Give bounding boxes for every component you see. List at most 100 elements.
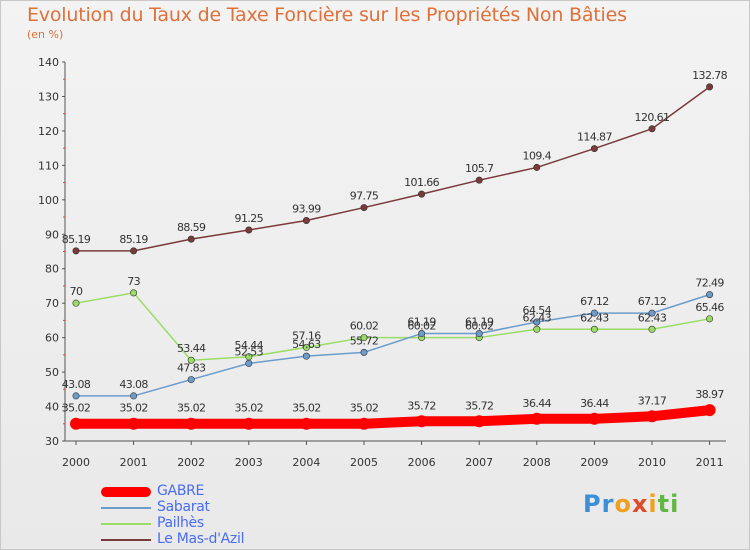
y-tick-label: 140: [38, 56, 59, 69]
series-line-le-mas-d-azil: [75, 86, 711, 252]
data-point-le-mas-d-azil: [706, 83, 714, 91]
data-point-sabarat: [418, 330, 426, 338]
data-label-sabarat: 67.12: [638, 295, 667, 308]
data-label-pailh-s: 57.16: [292, 329, 321, 342]
data-label-le-mas-d-azil: 105.7: [465, 162, 494, 175]
series-line-gabre: [71, 405, 715, 429]
data-point-sabarat: [475, 330, 483, 338]
data-label-sabarat: 43.08: [62, 378, 91, 391]
x-tick-label: 2010: [638, 456, 666, 469]
data-label-sabarat: 61.19: [407, 316, 436, 329]
proxiti-logo: Proxiti: [583, 490, 679, 518]
data-point-pailh-s: [706, 315, 714, 323]
legend-label: Sabarat: [157, 499, 210, 515]
data-point-le-mas-d-azil: [418, 190, 426, 198]
data-label-sabarat: 67.12: [580, 295, 609, 308]
x-tick-label: 2005: [350, 456, 378, 469]
data-point-pailh-s: [302, 343, 310, 351]
legend-item: Sabarat: [101, 499, 301, 516]
data-label-le-mas-d-azil: 85.19: [62, 233, 91, 246]
data-point-gabre: [70, 417, 82, 430]
x-tick-label: 2007: [465, 456, 493, 469]
data-label-le-mas-d-azil: 120.61: [635, 111, 670, 124]
data-label-le-mas-d-azil: 88.59: [177, 221, 206, 234]
data-labels: 85.19 85.19 88.59 91.25 93.99 97.75 101.66 105.…: [62, 69, 728, 415]
data-label-pailh-s: 73: [127, 275, 140, 288]
data-point-le-mas-d-azil: [475, 176, 483, 184]
data-point-le-mas-d-azil: [245, 226, 253, 234]
legend-swatch: [101, 507, 151, 509]
data-point-gabre: [703, 404, 716, 417]
data-point-le-mas-d-azil: [187, 235, 195, 243]
data-label-pailh-s: 62.43: [638, 311, 667, 324]
data-label-sabarat: 47.83: [177, 362, 206, 375]
data-label-gabre: 35.02: [350, 402, 379, 415]
data-point-le-mas-d-azil: [533, 163, 541, 171]
data-point-le-mas-d-azil: [360, 204, 368, 212]
y-tick-label: 90: [45, 228, 59, 241]
legend-swatch: [101, 523, 151, 525]
data-point-le-mas-d-azil: [590, 145, 598, 153]
y-tick-label: 130: [38, 90, 59, 103]
y-tick-label: 30: [45, 435, 59, 448]
data-label-gabre: 35.02: [62, 402, 91, 415]
data-point-gabre: [415, 415, 428, 428]
series-line-pailh-s: [75, 292, 711, 361]
data-point-gabre: [242, 417, 255, 430]
data-point-sabarat: [130, 392, 138, 400]
x-tick-label: 2008: [523, 456, 551, 469]
data-label-le-mas-d-azil: 109.4: [523, 149, 552, 162]
y-tick-label: 70: [45, 297, 59, 310]
axes: 30 40 50 60 70 80 90 100 110 120 130 140 2000 2001 200…: [38, 56, 726, 469]
data-label-gabre: 35.02: [235, 402, 264, 415]
data-label-pailh-s: 54.44: [235, 339, 264, 352]
y-tick-label: 80: [45, 263, 59, 276]
data-label-le-mas-d-azil: 97.75: [350, 190, 379, 203]
data-point-gabre: [530, 412, 543, 425]
data-point-pailh-s: [648, 325, 656, 333]
data-label-gabre: 35.02: [119, 402, 148, 415]
chart-subtitle: (en %): [27, 28, 64, 41]
data-point-sabarat: [590, 309, 598, 317]
y-tick-label: 100: [38, 194, 59, 207]
legend-swatch: [101, 487, 151, 497]
data-label-sabarat: 52.53: [235, 345, 264, 358]
legend-label: GABRE: [157, 483, 205, 499]
data-point-gabre: [588, 412, 601, 425]
legend-swatch: [101, 539, 151, 541]
data-point-gabre: [300, 417, 313, 430]
data-point-sabarat: [245, 359, 253, 367]
series-line-sabarat: [75, 293, 711, 397]
logo-letter: i: [670, 490, 680, 518]
data-label-gabre: 36.44: [580, 397, 609, 410]
legend-item: Le Mas-d'Azil: [101, 531, 301, 548]
legend-item: Pailhès: [101, 515, 301, 532]
data-point-pailh-s: [360, 334, 368, 342]
data-label-le-mas-d-azil: 93.99: [292, 203, 321, 216]
data-label-gabre: 35.02: [177, 402, 206, 415]
data-point-le-mas-d-azil: [72, 247, 80, 255]
data-label-le-mas-d-azil: 101.66: [404, 176, 439, 189]
data-point-gabre: [358, 417, 370, 430]
logo-letter: x: [631, 490, 649, 518]
x-tick-label: 2009: [580, 456, 608, 469]
x-tick-label: 2000: [62, 456, 90, 469]
logo-letter: P: [583, 490, 602, 518]
series-lines: [71, 86, 715, 429]
data-label-sabarat: 54.63: [292, 338, 321, 351]
data-label-gabre: 36.44: [523, 397, 552, 410]
data-point-le-mas-d-azil: [648, 125, 656, 133]
logo-letter: t: [657, 490, 671, 518]
legend: GABRE Sabarat Pailhès Le Mas-d'Azil: [101, 483, 301, 548]
data-label-pailh-s: 70: [70, 285, 83, 298]
logo-letter: r: [601, 490, 615, 518]
data-label-sabarat: 43.08: [119, 378, 148, 391]
legend-item: GABRE: [101, 483, 301, 500]
data-point-sabarat: [360, 348, 368, 356]
data-point-gabre: [127, 417, 140, 430]
x-tick-label: 2011: [696, 456, 724, 469]
data-point-pailh-s: [72, 299, 80, 307]
legend-label: Pailhès: [157, 515, 204, 531]
